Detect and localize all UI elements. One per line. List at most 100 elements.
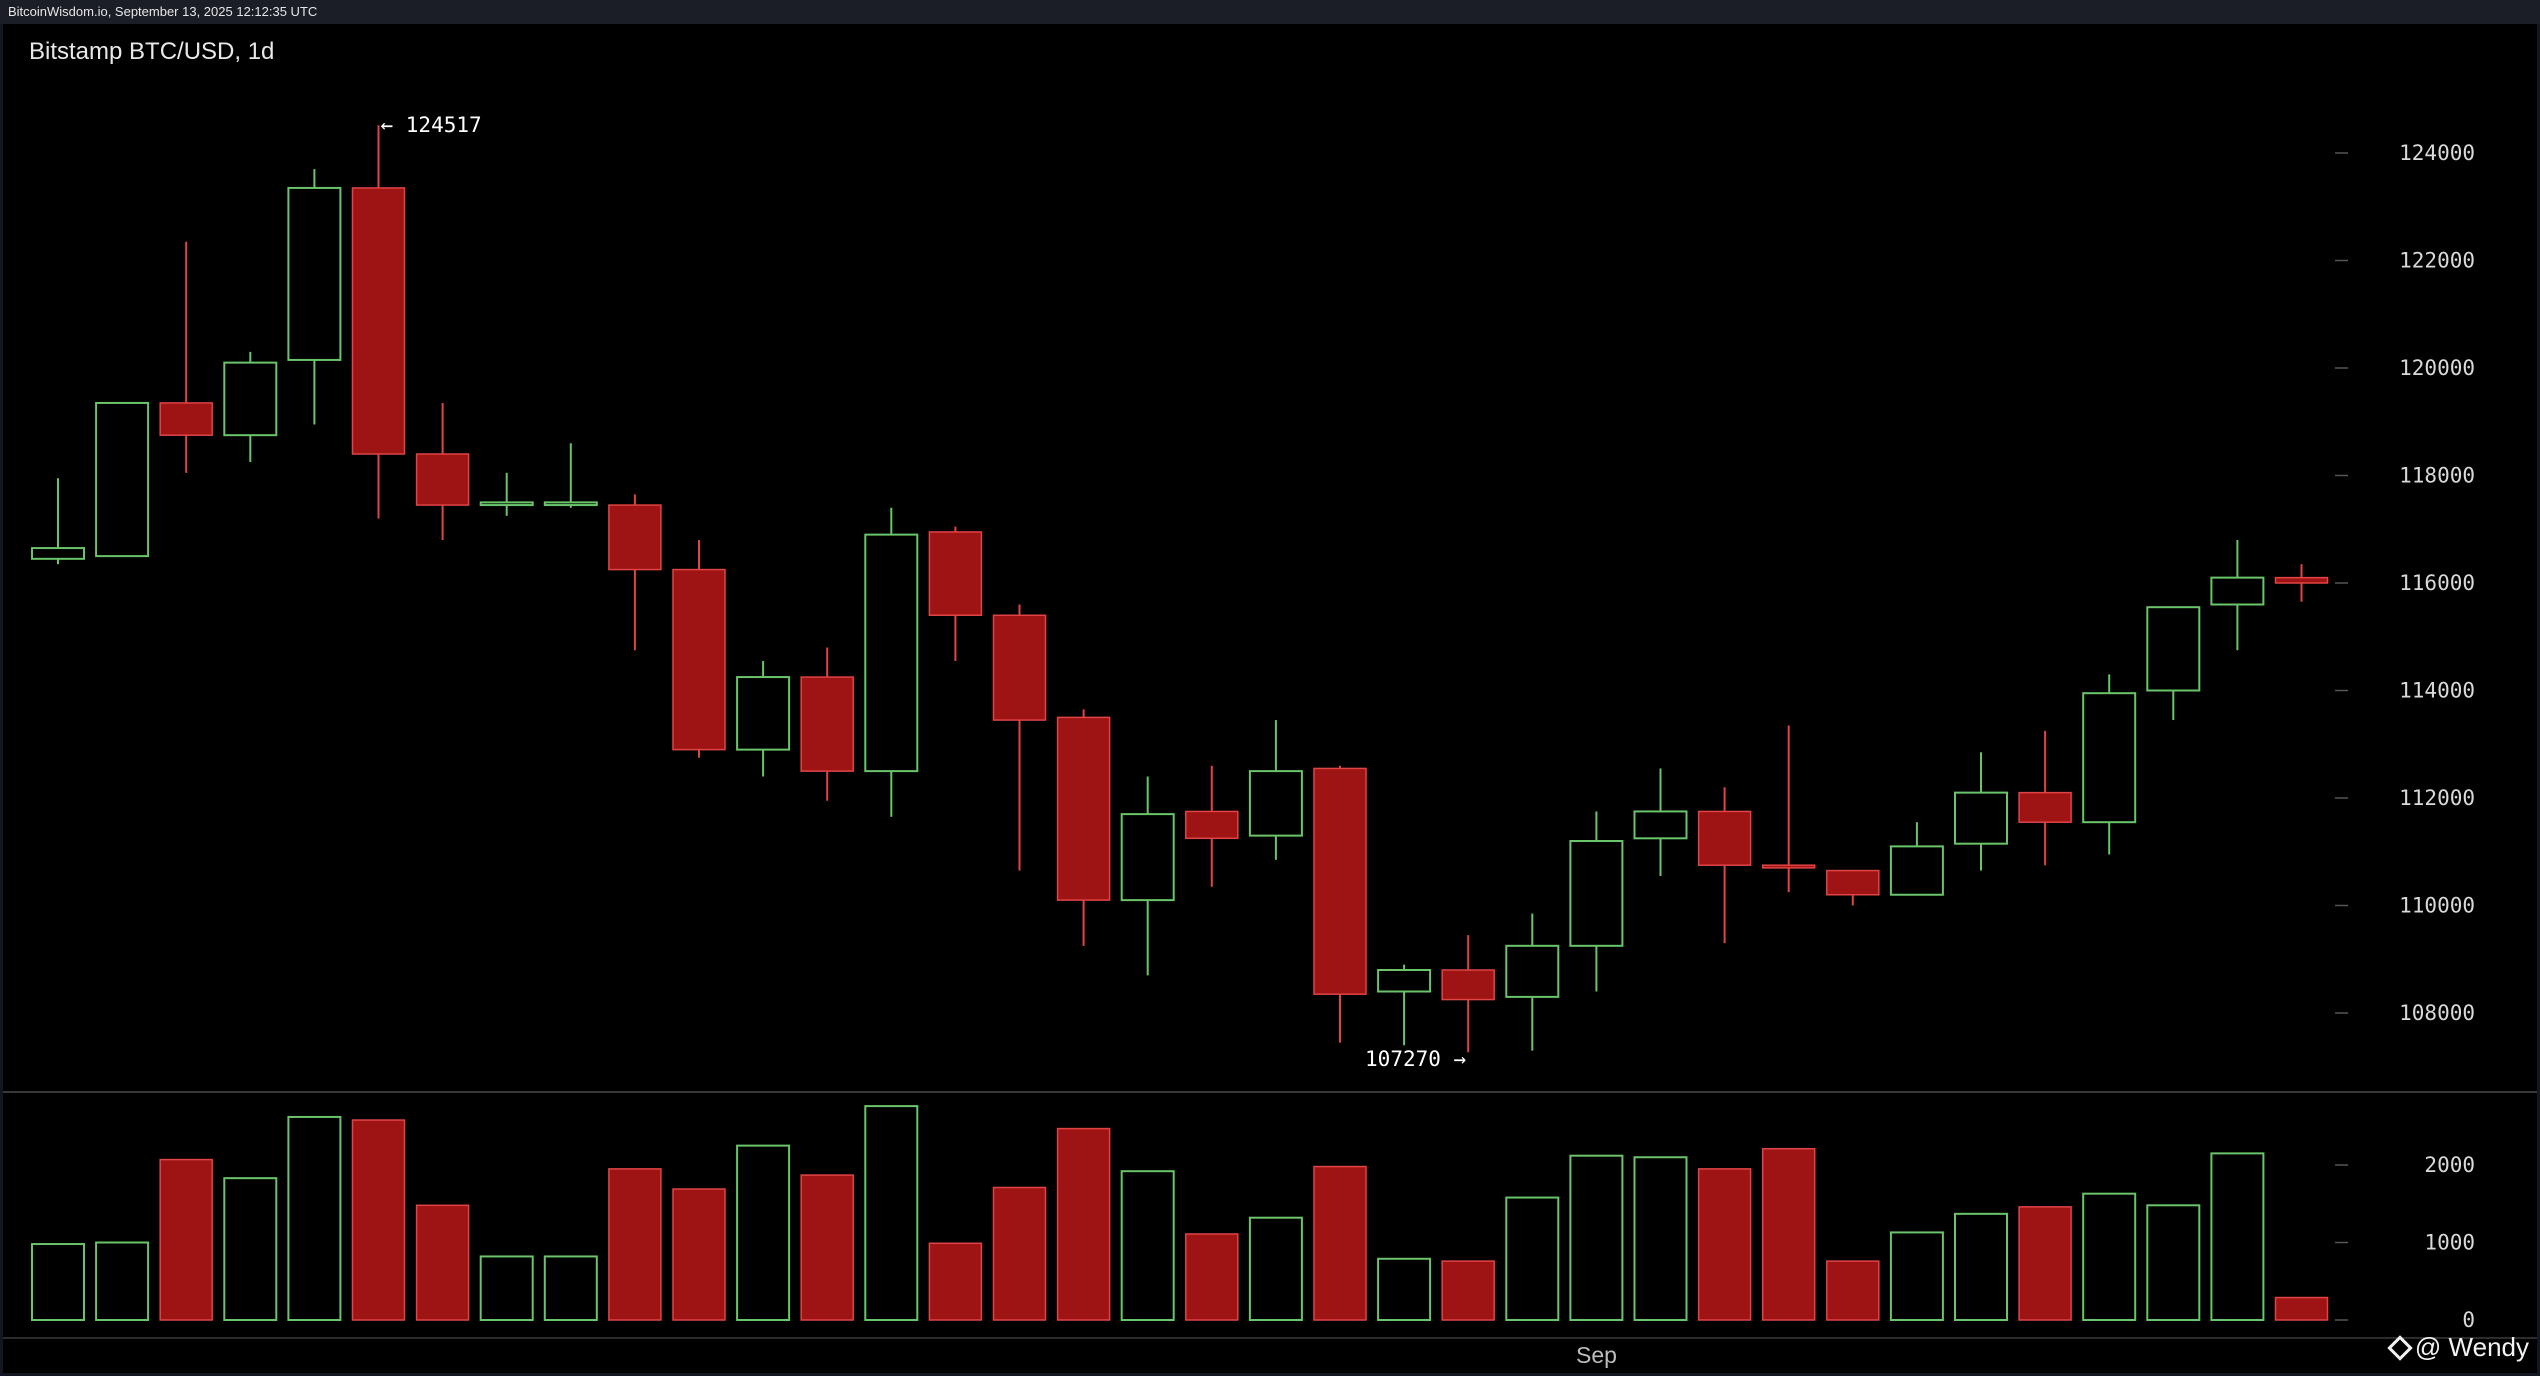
candle-body-bearish — [608, 504, 662, 571]
price-tick-label: 122000 — [2399, 249, 2475, 273]
axis-ticks-layer — [2335, 152, 2348, 1321]
candle — [1313, 765, 1367, 1043]
high-price-annotation: ← 124517 — [381, 113, 482, 137]
candle-body-bullish — [1633, 810, 1688, 840]
candle-body-bullish — [1505, 944, 1560, 998]
candle — [95, 401, 150, 558]
volume-bar-bullish — [1120, 1170, 1175, 1321]
candle — [287, 169, 342, 425]
volume-bar-bullish — [2210, 1152, 2265, 1321]
volume-bar-bullish — [479, 1255, 534, 1321]
volume-bar-bullish — [1633, 1156, 1688, 1321]
candle — [2146, 606, 2201, 721]
candle-body-bullish — [2210, 576, 2265, 606]
volume-bar-bullish — [1889, 1231, 1944, 1322]
candle — [1377, 964, 1432, 1046]
candle-body-bearish — [672, 568, 726, 751]
candle — [479, 472, 534, 516]
candle — [1697, 787, 1752, 944]
candle-body-bearish — [1761, 864, 1816, 869]
candle — [672, 540, 726, 758]
candle — [1954, 752, 2008, 871]
candle — [928, 526, 983, 661]
chart-frame: 124000 122000 120000 118000 116000 114000 1120… — [3, 24, 2537, 1373]
price-tick-label: 110000 — [2399, 894, 2475, 918]
timestamp-caption: BitcoinWisdom.io, September 13, 2025 12:… — [0, 0, 2540, 24]
candle-body-bearish — [351, 187, 406, 455]
price-tick-label: 108000 — [2399, 1001, 2475, 1025]
candle — [992, 604, 1047, 871]
volume-bar-bearish — [608, 1168, 662, 1321]
volume-bar-bearish — [2018, 1206, 2072, 1321]
candle — [1248, 720, 1303, 860]
candle-body-bearish — [1185, 810, 1239, 840]
volume-tick-label: 2000 — [2424, 1153, 2475, 1177]
candle — [1761, 725, 1816, 893]
chart-title: Bitstamp BTC/USD, 1d — [29, 38, 274, 65]
volume-bars — [31, 1105, 2329, 1322]
volume-bar-bullish — [287, 1115, 342, 1321]
candle-body-bearish — [1441, 969, 1495, 1001]
candle — [2274, 564, 2329, 602]
candle-body-bullish — [1569, 840, 1624, 947]
candle-body-bullish — [1954, 791, 2008, 845]
price-tick-label: 112000 — [2399, 786, 2475, 810]
candle — [1889, 822, 1944, 896]
volume-bar-bullish — [1377, 1257, 1432, 1322]
candle-body-bearish — [159, 402, 213, 436]
volume-bar-bearish — [1826, 1260, 1880, 1321]
volume-bar-bullish — [1954, 1212, 2008, 1321]
volume-bar-bearish — [1761, 1147, 1816, 1321]
volume-bar-bullish — [95, 1241, 150, 1321]
volume-tick-label: 0 — [2462, 1308, 2475, 1332]
candle-body-bullish — [2146, 606, 2201, 692]
candle-body-bearish — [2018, 791, 2072, 823]
candle — [1633, 768, 1688, 876]
candle — [608, 494, 662, 651]
volume-bar-bearish — [800, 1174, 854, 1321]
candle-body-bearish — [928, 531, 983, 616]
low-price-annotation: 107270 → — [1365, 1047, 1466, 1071]
candle — [415, 402, 470, 540]
candle-body-bullish — [543, 501, 598, 507]
candle — [1569, 811, 1624, 992]
candle — [1056, 709, 1111, 946]
candle — [543, 443, 598, 508]
candle — [1120, 776, 1175, 976]
volume-bar-bearish — [1441, 1260, 1495, 1321]
candle — [1505, 913, 1560, 1051]
candle — [159, 241, 213, 473]
candle-body-bearish — [415, 453, 470, 506]
volume-bar-bearish — [415, 1204, 470, 1321]
volume-bar-bearish — [2274, 1296, 2329, 1321]
price-labels: 124000 122000 120000 118000 116000 114000 1120… — [2399, 141, 2475, 1332]
volume-bar-bullish — [736, 1144, 791, 1321]
candle-body-bearish — [1697, 810, 1752, 866]
candle-body-bearish — [1056, 716, 1111, 901]
candle-body-bullish — [1377, 969, 1432, 993]
price-tick-label: 124000 — [2399, 141, 2475, 165]
volume-bar-bullish — [864, 1105, 919, 1321]
volume-bar-bullish — [543, 1255, 598, 1321]
volume-bar-bearish — [1313, 1165, 1367, 1321]
price-tick-label: 114000 — [2399, 679, 2475, 703]
candle-body-bullish — [1889, 845, 1944, 896]
candle-body-bullish — [2082, 692, 2137, 824]
candle-body-bullish — [1120, 813, 1175, 902]
candle-body-bullish — [736, 676, 791, 751]
binance-square-icon — [2387, 1334, 2413, 1361]
candle-body-bullish — [864, 533, 919, 773]
candle — [864, 507, 919, 817]
candle — [736, 660, 791, 777]
volume-bar-bearish — [159, 1158, 213, 1321]
price-tick-label: 116000 — [2399, 571, 2475, 595]
volume-bar-bearish — [928, 1242, 983, 1321]
volume-bar-bullish — [1505, 1196, 1560, 1322]
candle-body-bullish — [95, 401, 150, 558]
candle — [31, 478, 85, 565]
volume-bar-bullish — [1569, 1154, 1624, 1321]
candle — [800, 647, 854, 801]
volume-bar-bullish — [1248, 1216, 1303, 1321]
time-axis-label-sep: Sep — [1576, 1342, 1617, 1368]
volume-bar-bearish — [1697, 1168, 1752, 1321]
